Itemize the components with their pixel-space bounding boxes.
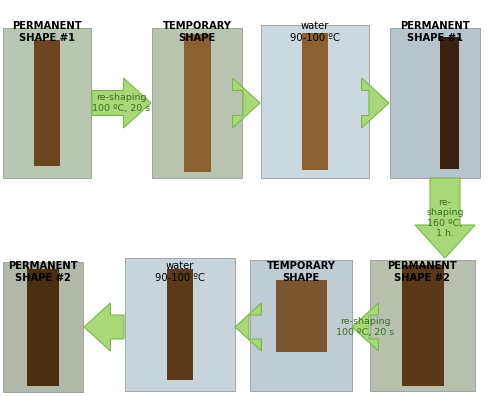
Text: PERMANENT
SHAPE #2: PERMANENT SHAPE #2: [387, 261, 457, 283]
Text: PERMANENT
SHAPE #2: PERMANENT SHAPE #2: [8, 261, 78, 283]
Polygon shape: [415, 178, 475, 258]
Bar: [302, 32, 328, 170]
Bar: [3, 262, 83, 392]
Bar: [152, 28, 242, 178]
Polygon shape: [232, 78, 260, 128]
Text: re-shaping
100 ºC, 20 s: re-shaping 100 ºC, 20 s: [92, 93, 150, 113]
Text: PERMANENT
SHAPE #1: PERMANENT SHAPE #1: [400, 21, 470, 43]
Polygon shape: [352, 303, 378, 351]
Polygon shape: [84, 303, 124, 351]
Bar: [34, 40, 60, 166]
Polygon shape: [362, 78, 389, 128]
Polygon shape: [92, 78, 151, 128]
Bar: [440, 37, 460, 169]
Bar: [125, 258, 235, 391]
Bar: [167, 268, 193, 381]
Bar: [27, 268, 59, 385]
Text: TEMPORARY
SHAPE: TEMPORARY SHAPE: [266, 261, 336, 283]
Text: water
90-100 ºC: water 90-100 ºC: [155, 261, 205, 283]
Text: re-shaping
100 ºC, 20 s: re-shaping 100 ºC, 20 s: [336, 317, 394, 337]
Text: TEMPORARY
SHAPE: TEMPORARY SHAPE: [162, 21, 232, 43]
Text: re-
shaping
160 ºC,
1 h.: re- shaping 160 ºC, 1 h.: [426, 198, 464, 238]
Bar: [184, 34, 210, 172]
Bar: [370, 260, 475, 391]
Bar: [250, 260, 352, 391]
Bar: [3, 28, 91, 178]
Text: PERMANENT
SHAPE #1: PERMANENT SHAPE #1: [12, 21, 82, 43]
Bar: [276, 280, 326, 352]
Bar: [261, 25, 369, 178]
Bar: [402, 265, 444, 386]
Polygon shape: [235, 303, 262, 351]
Bar: [390, 28, 480, 178]
Text: water
90-100 ºC: water 90-100 ºC: [290, 21, 340, 43]
